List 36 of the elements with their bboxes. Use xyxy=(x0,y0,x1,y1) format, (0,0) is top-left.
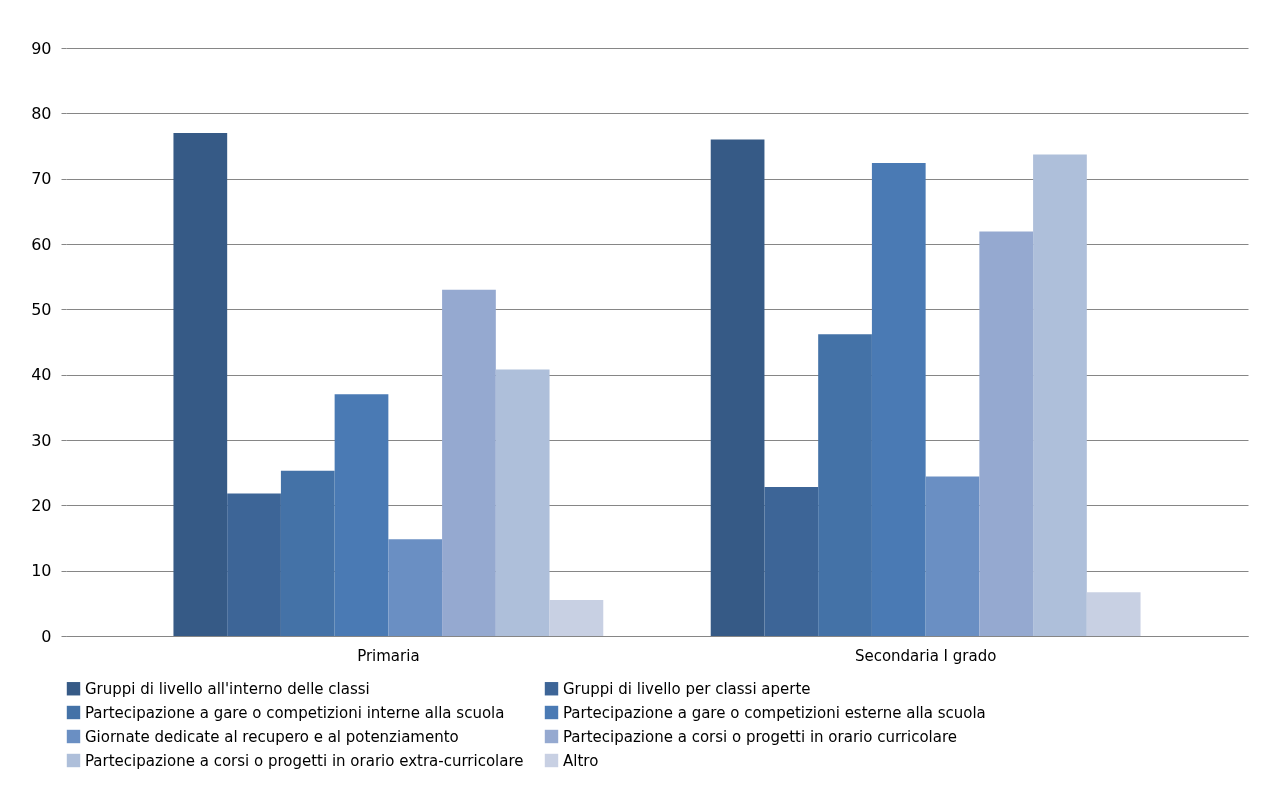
x-tick-label: Primaria xyxy=(357,646,420,665)
y-tick-label: 30 xyxy=(31,430,52,450)
legend-label: Partecipazione a corsi o progetti in orario extra-curricolare xyxy=(85,751,524,770)
y-tick-label: 80 xyxy=(31,103,52,123)
bar xyxy=(388,539,443,636)
y-tick-label: 10 xyxy=(31,561,52,581)
bar xyxy=(1033,154,1087,636)
legend-label: Giornate dedicate al recupero e al potenziamento xyxy=(85,727,459,746)
bar xyxy=(334,394,389,636)
bar xyxy=(173,132,228,636)
legend-label: Gruppi di livello all'interno delle classi xyxy=(85,679,370,698)
bar xyxy=(871,162,926,636)
bar xyxy=(227,493,281,636)
legend-label: Partecipazione a gare o competizioni interne alla scuola xyxy=(85,703,505,722)
y-tick-label: 40 xyxy=(31,365,52,385)
bar xyxy=(818,334,872,636)
bar xyxy=(979,231,1034,636)
x-tick-label: Secondaria I grado xyxy=(854,646,997,665)
y-tick-label: 50 xyxy=(31,299,52,319)
bar xyxy=(495,369,550,636)
y-tick-label: 0 xyxy=(41,626,52,646)
bar xyxy=(925,476,980,636)
legend-label: Partecipazione a corsi o progetti in orario curricolare xyxy=(563,727,958,746)
y-tick-label: 20 xyxy=(31,495,52,515)
legend-label: Altro xyxy=(563,751,599,770)
bar xyxy=(710,139,765,636)
bar xyxy=(1086,592,1141,636)
y-tick-label: 60 xyxy=(31,234,52,254)
bar xyxy=(764,487,819,636)
legend-label: Gruppi di livello per classi aperte xyxy=(563,679,811,698)
bar xyxy=(549,600,604,636)
bar xyxy=(442,289,496,636)
y-tick-label: 90 xyxy=(31,38,52,58)
bar xyxy=(280,470,335,636)
y-tick-label: 70 xyxy=(31,169,52,189)
legend-label: Partecipazione a gare o competizioni esterne alla scuola xyxy=(563,703,986,722)
